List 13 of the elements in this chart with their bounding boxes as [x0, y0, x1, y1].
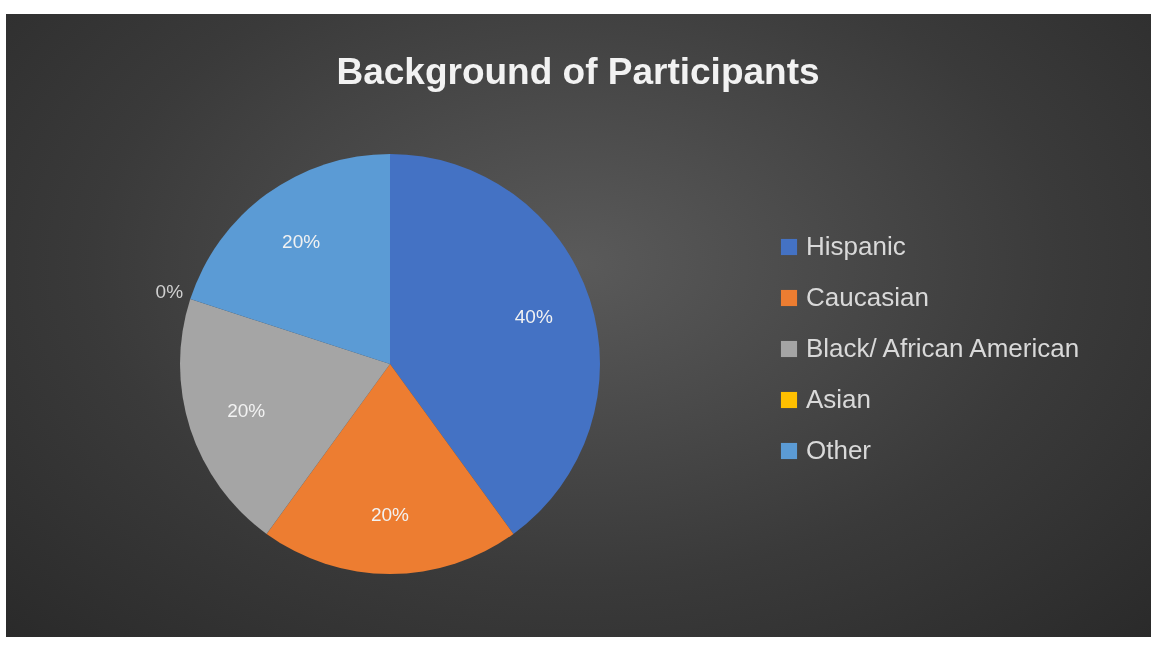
- chart-title: Background of Participants: [336, 51, 820, 92]
- legend-label: Caucasian: [806, 282, 929, 312]
- data-label: 20%: [282, 230, 321, 252]
- legend-label: Other: [806, 435, 872, 465]
- pie-slice: [190, 154, 390, 364]
- data-label: 20%: [227, 399, 266, 421]
- legend-label: Black/ African American: [806, 333, 1080, 363]
- pie-slice: [266, 364, 514, 574]
- legend-label: Hispanic: [806, 231, 906, 261]
- data-label: 40%: [514, 306, 553, 328]
- data-label: 20%: [370, 504, 410, 526]
- legend-label: Asian: [806, 384, 872, 414]
- text: 0%: [155, 281, 184, 303]
